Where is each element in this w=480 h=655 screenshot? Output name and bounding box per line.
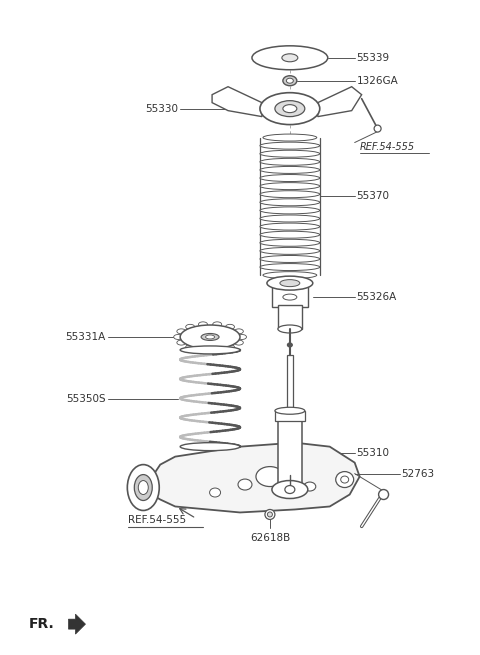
Ellipse shape (260, 183, 320, 189)
Text: 62618B: 62618B (250, 533, 290, 544)
Ellipse shape (288, 343, 292, 347)
Polygon shape (318, 86, 361, 117)
Bar (278, 305, 302, 329)
Ellipse shape (134, 475, 152, 500)
Ellipse shape (199, 347, 207, 352)
Ellipse shape (177, 340, 186, 345)
Ellipse shape (234, 340, 243, 345)
Ellipse shape (260, 255, 320, 263)
Ellipse shape (374, 125, 381, 132)
Bar (275, 411, 305, 421)
Text: 55310: 55310 (357, 447, 390, 458)
Ellipse shape (226, 345, 234, 350)
Text: 55350S: 55350S (66, 394, 106, 403)
Ellipse shape (260, 215, 320, 222)
Ellipse shape (234, 329, 243, 334)
Ellipse shape (275, 407, 305, 414)
Ellipse shape (180, 346, 240, 354)
Text: 55326A: 55326A (357, 292, 397, 302)
Ellipse shape (283, 76, 297, 86)
Ellipse shape (260, 223, 320, 230)
Text: 55330: 55330 (145, 103, 178, 113)
Bar (272, 283, 308, 307)
Ellipse shape (186, 345, 195, 350)
Ellipse shape (379, 489, 389, 500)
Ellipse shape (275, 101, 305, 117)
Ellipse shape (252, 46, 328, 69)
Ellipse shape (260, 239, 320, 246)
Ellipse shape (260, 174, 320, 181)
Polygon shape (212, 86, 262, 117)
Ellipse shape (256, 466, 284, 487)
Ellipse shape (260, 142, 320, 149)
Ellipse shape (260, 199, 320, 206)
Ellipse shape (265, 510, 275, 519)
Ellipse shape (238, 335, 247, 339)
Ellipse shape (283, 294, 297, 300)
Text: 55339: 55339 (357, 53, 390, 63)
Text: REF.54-555: REF.54-555 (128, 515, 186, 525)
Text: REF.54-555: REF.54-555 (360, 141, 415, 151)
Ellipse shape (260, 231, 320, 238)
Ellipse shape (177, 329, 186, 334)
Text: 55370: 55370 (357, 191, 390, 201)
Text: 1326GA: 1326GA (357, 76, 398, 86)
Text: FR.: FR. (29, 617, 54, 631)
Ellipse shape (263, 134, 317, 141)
Text: 55331A: 55331A (65, 332, 106, 342)
Polygon shape (148, 443, 360, 512)
Ellipse shape (174, 335, 183, 339)
Ellipse shape (213, 322, 222, 327)
Ellipse shape (267, 512, 273, 517)
Ellipse shape (201, 333, 219, 341)
Ellipse shape (304, 482, 316, 491)
Ellipse shape (226, 324, 234, 329)
Ellipse shape (285, 485, 295, 493)
Ellipse shape (210, 488, 220, 497)
Ellipse shape (263, 272, 317, 278)
Ellipse shape (260, 150, 320, 157)
Ellipse shape (260, 166, 320, 174)
Ellipse shape (260, 159, 320, 165)
Ellipse shape (287, 78, 293, 83)
Ellipse shape (260, 191, 320, 198)
Ellipse shape (205, 335, 215, 339)
Text: 52763: 52763 (402, 468, 435, 479)
Ellipse shape (238, 479, 252, 490)
Ellipse shape (282, 54, 298, 62)
Ellipse shape (341, 476, 348, 483)
Polygon shape (69, 614, 85, 634)
Ellipse shape (127, 464, 159, 510)
Bar (287, 355, 293, 415)
Ellipse shape (138, 481, 148, 495)
Ellipse shape (260, 207, 320, 214)
Ellipse shape (260, 248, 320, 254)
Ellipse shape (267, 276, 313, 290)
Ellipse shape (199, 322, 207, 327)
Ellipse shape (186, 324, 195, 329)
Ellipse shape (213, 347, 222, 352)
Ellipse shape (260, 263, 320, 271)
Bar (278, 415, 302, 489)
Ellipse shape (180, 325, 240, 349)
Ellipse shape (283, 105, 297, 113)
Ellipse shape (180, 443, 240, 451)
Ellipse shape (272, 481, 308, 498)
Ellipse shape (278, 325, 302, 333)
Ellipse shape (280, 280, 300, 287)
Ellipse shape (260, 92, 320, 124)
Ellipse shape (336, 472, 354, 487)
